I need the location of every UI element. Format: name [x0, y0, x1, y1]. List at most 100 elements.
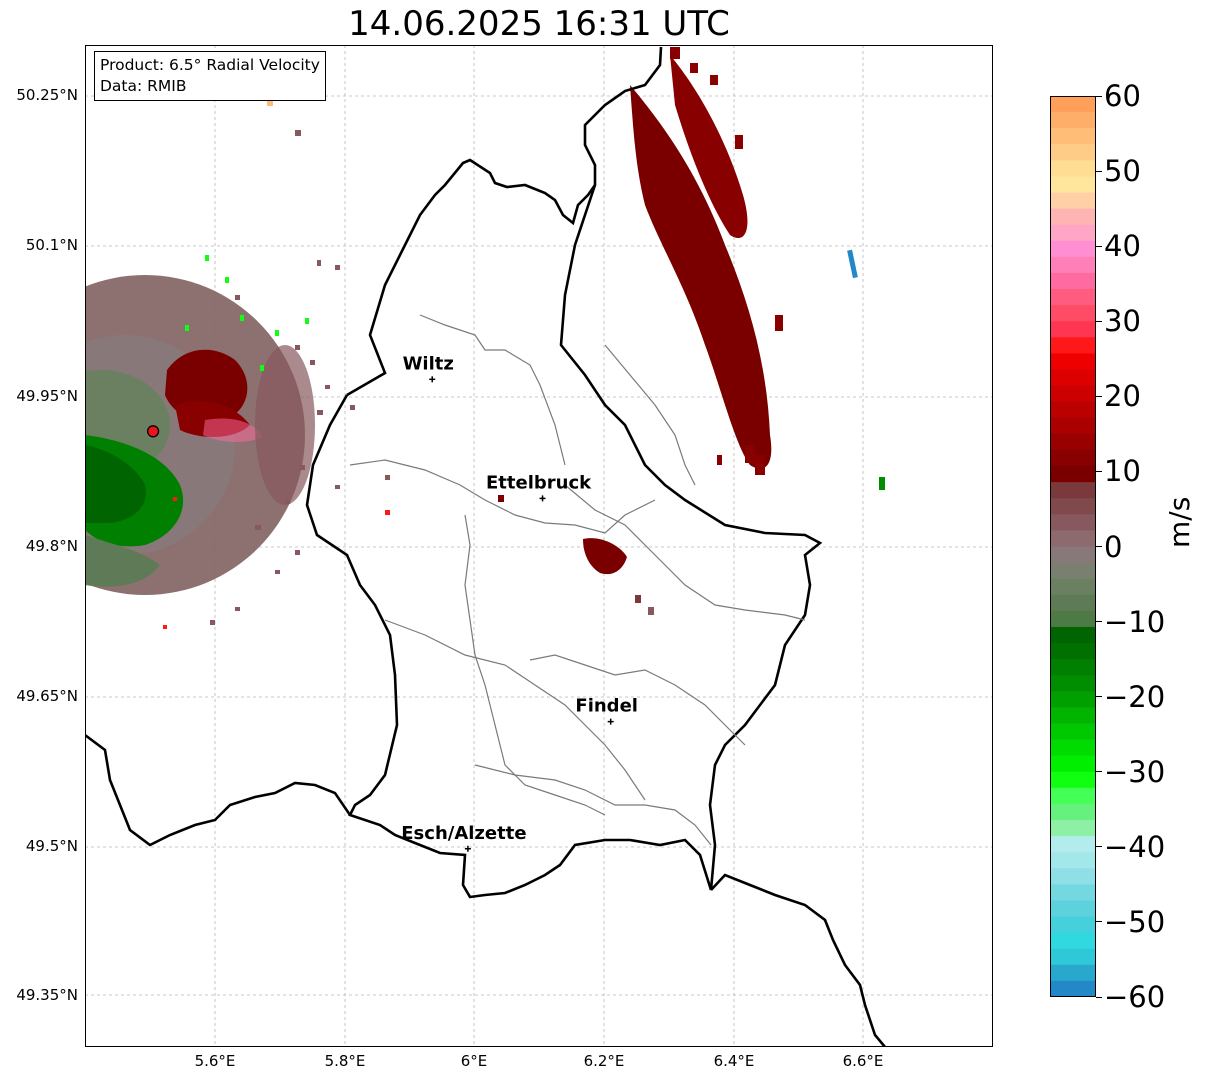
colorbar-tick-label: 10	[1104, 454, 1141, 489]
lat-label: 50.1°N	[25, 236, 78, 254]
colorbar-tick-mark	[1096, 546, 1102, 547]
colorbar-segment	[1050, 289, 1096, 306]
velocity-colorbar	[1050, 96, 1096, 997]
colorbar-tick-label: −20	[1104, 679, 1166, 714]
colorbar-segment	[1050, 514, 1096, 532]
lat-label: 49.35°N	[16, 986, 78, 1004]
colorbar-segment	[1050, 337, 1096, 355]
colorbar-tick-mark	[1096, 621, 1102, 623]
colorbar-segment	[1050, 433, 1096, 451]
colorbar-segment	[1050, 626, 1096, 644]
colorbar-tick-mark	[1096, 771, 1102, 773]
colorbar-tick-label: −40	[1104, 829, 1166, 864]
colorbar-segment	[1050, 787, 1096, 805]
colorbar-segment	[1050, 948, 1096, 966]
colorbar-tick-mark	[1096, 846, 1102, 848]
colorbar-segment	[1050, 610, 1096, 628]
product-label: Product: 6.5° Radial Velocity	[100, 56, 320, 74]
colorbar-segment	[1050, 884, 1096, 902]
colorbar-segment	[1050, 916, 1096, 934]
radar-echo-central	[583, 538, 627, 575]
colorbar-segment	[1050, 321, 1096, 338]
canton-borders	[349, 314, 806, 846]
colorbar-tick-mark	[1096, 95, 1102, 97]
colorbar-segment	[1050, 836, 1096, 853]
colorbar-segment	[1050, 369, 1096, 387]
colorbar-tick-mark	[1096, 996, 1102, 998]
colorbar-tick-mark	[1096, 245, 1102, 247]
colorbar-segment	[1050, 803, 1096, 821]
colorbar-segment	[1050, 466, 1096, 483]
city-findel: Findel	[575, 696, 638, 725]
colorbar-segment	[1050, 530, 1096, 548]
city-wiltz: Wiltz	[403, 353, 454, 383]
colorbar-segment	[1050, 900, 1096, 918]
colorbar-segment	[1050, 385, 1096, 403]
colorbar-tick-label: 20	[1104, 379, 1141, 414]
colorbar-tick-label: −60	[1104, 980, 1166, 1014]
lat-label: 49.95°N	[16, 387, 78, 405]
colorbar-tick-label: 50	[1104, 154, 1141, 189]
colorbar-segment	[1050, 691, 1096, 708]
colorbar-segment	[1050, 546, 1096, 564]
lon-label: 6°E	[460, 1052, 488, 1070]
colorbar-segment	[1050, 771, 1096, 789]
colorbar-segment	[1050, 723, 1096, 741]
colorbar-segment	[1050, 112, 1096, 129]
colorbar-unit-label: m/s	[1163, 496, 1196, 548]
colorbar-tick-mark	[1096, 320, 1102, 322]
city-label: Findel	[575, 696, 638, 717]
colorbar-tick-label: 40	[1104, 229, 1141, 264]
colorbar-segment	[1050, 852, 1096, 869]
lon-label: 6.6°E	[842, 1052, 884, 1070]
radar-echo-northeast	[630, 47, 783, 475]
colorbar-tick-label: 30	[1104, 304, 1141, 339]
colorbar-segment	[1050, 739, 1096, 757]
city-label: Wiltz	[403, 353, 454, 374]
city-layer: Wiltz Ettelbruck Findel Esch/Alzette	[401, 353, 638, 852]
lon-label: 5.6°E	[194, 1052, 236, 1070]
colorbar-segment	[1050, 256, 1096, 274]
colorbar-segment	[1050, 353, 1096, 371]
colorbar-tick-mark	[1096, 395, 1102, 397]
colorbar-segment	[1050, 755, 1096, 773]
lon-label: 6.2°E	[583, 1052, 625, 1070]
colorbar-segment	[1050, 240, 1096, 258]
colorbar-segment	[1050, 176, 1096, 194]
colorbar-segment	[1050, 675, 1096, 692]
colorbar-segment	[1050, 498, 1096, 515]
colorbar-segment	[1050, 643, 1096, 660]
colorbar-tick-mark	[1096, 470, 1102, 472]
colorbar-tick-label: 60	[1104, 79, 1141, 113]
city-label: Ettelbruck	[486, 472, 592, 493]
colorbar-segment	[1050, 594, 1096, 612]
country-borders	[85, 46, 886, 1047]
colorbar-segment	[1050, 401, 1096, 419]
lat-label: 49.5°N	[25, 837, 78, 855]
colorbar-tick-label: −30	[1104, 754, 1166, 789]
colorbar-tick-mark	[1096, 696, 1102, 698]
city-esch-alzette: Esch/Alzette	[401, 823, 527, 852]
lat-label: 49.65°N	[16, 687, 78, 705]
lat-label: 49.8°N	[25, 537, 78, 555]
colorbar-segment	[1050, 932, 1096, 950]
colorbar-segment	[1050, 144, 1096, 161]
colorbar-segment	[1050, 96, 1096, 113]
radar-site-marker	[146, 425, 160, 438]
colorbar-tick-label: −10	[1104, 604, 1166, 639]
colorbar-segment	[1050, 820, 1096, 837]
lon-label: 5.8°E	[324, 1052, 366, 1070]
colorbar-segment	[1050, 562, 1096, 580]
radar-echo-west	[85, 100, 390, 629]
colorbar-tick-mark	[1096, 921, 1102, 923]
lon-label: 6.4°E	[713, 1052, 755, 1070]
colorbar-segment	[1050, 224, 1096, 242]
colorbar-segment	[1050, 192, 1096, 210]
colorbar-segment	[1050, 305, 1096, 322]
colorbar-frame	[1050, 96, 1096, 997]
colorbar-segment	[1050, 482, 1096, 499]
product-info-box: Product: 6.5° Radial Velocity Data: RMIB	[94, 51, 326, 101]
colorbar-segment	[1050, 160, 1096, 178]
data-source-label: Data: RMIB	[100, 77, 187, 95]
colorbar-segment	[1050, 208, 1096, 226]
